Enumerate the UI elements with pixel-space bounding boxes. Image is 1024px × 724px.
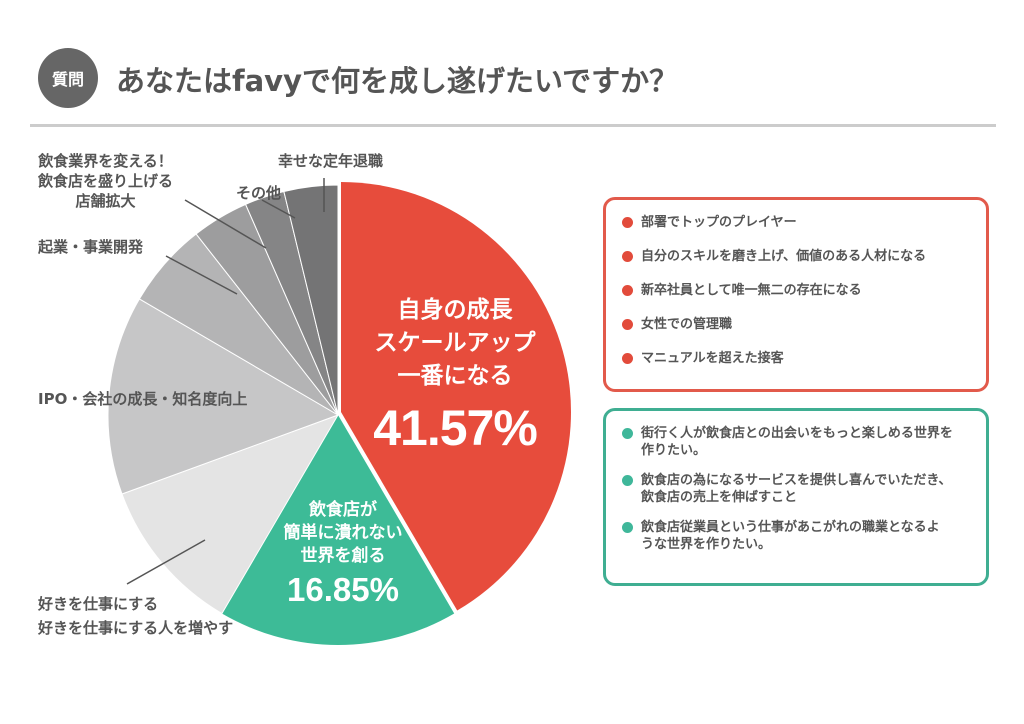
- list-item-text: 新卒社員として唯一無二の存在になる: [641, 283, 862, 298]
- green-slice-label-line-3: 世界を創る: [300, 546, 386, 566]
- leader-line-other: [261, 199, 296, 219]
- label-love-work-line-1: 好きを仕事にする: [38, 595, 159, 613]
- red-slice-percent: 41.57%: [373, 400, 538, 456]
- list-item-line-2: うな世界を作りたい。: [641, 537, 772, 552]
- label-startup: 起業・事業開発: [38, 238, 144, 256]
- green-slice-label-line-2: 簡単に潰れない: [283, 523, 403, 543]
- list-item-text: 自分のスキルを磨き上げ、価値のある人材になる: [641, 249, 927, 264]
- list-item-line-2: 飲食店の売上を伸ばすこと: [641, 490, 798, 505]
- label-change-industry: 飲食業界を変える！ 飲食店を盛り上げる 店舗拡大: [38, 151, 173, 211]
- list-item: 女性での管理職: [622, 316, 970, 333]
- label-change-industry-line-1: 飲食業界を変える！: [38, 152, 173, 170]
- red-answers-box: 部署でトップのプレイヤー 自分のスキルを磨き上げ、価値のある人材になる 新卒社員…: [603, 197, 989, 392]
- red-slice-label-line-2: スケールアップ: [374, 330, 536, 356]
- list-item-text: 飲食店従業員という仕事があこがれの職業となるよ うな世界を作りたい。: [641, 519, 940, 553]
- green-slice-percent: 16.85%: [287, 571, 399, 608]
- pie-slice-2: [221, 415, 455, 645]
- leader-line-startup: [165, 255, 238, 295]
- label-love-work: 好きを仕事にする 好きを仕事にする人を増やす: [38, 592, 233, 640]
- red-slice-label-line-3: 一番になる: [397, 363, 513, 389]
- list-item-text: 部署でトップのプレイヤー: [641, 215, 797, 230]
- pie-slice-4: [107, 298, 340, 495]
- bullet-dot-icon: [622, 522, 633, 533]
- list-item: 街行く人が飲食店との出会いをもっと楽しめる世界を 作りたい。: [622, 425, 970, 459]
- bullet-dot-icon: [622, 251, 633, 262]
- red-slice-label: 自身の成長 スケールアップ 一番になる 41.57%: [360, 294, 550, 463]
- bullet-dot-icon: [622, 285, 633, 296]
- title-divider: [30, 124, 996, 127]
- label-happy-retire: 幸せな定年退職: [278, 152, 384, 170]
- pie-slice-3: [121, 414, 340, 615]
- list-item: 飲食店の為になるサービスを提供し喜んでいただき、 飲食店の売上を伸ばすこと: [622, 472, 970, 506]
- list-item: 飲食店従業員という仕事があこがれの職業となるよ うな世界を作りたい。: [622, 519, 970, 553]
- list-item: マニュアルを超えた接客: [622, 350, 970, 367]
- list-item: 自分のスキルを磨き上げ、価値のある人材になる: [622, 248, 970, 265]
- label-change-industry-line-3: 店舗拡大: [75, 192, 136, 210]
- green-slice-label-line-1: 飲食店が: [309, 500, 377, 520]
- green-answers-box: 街行く人が飲食店との出会いをもっと楽しめる世界を 作りたい。 飲食店の為になるサー…: [603, 408, 989, 586]
- label-other: その他: [236, 184, 282, 202]
- list-item-text: マニュアルを超えた接客: [641, 351, 784, 366]
- red-slice-label-line-1: 自身の成長: [397, 297, 513, 323]
- list-item-line-2: 作りたい。: [641, 443, 707, 458]
- pie-slice-1: [341, 182, 571, 611]
- pie-slice-8: [283, 184, 339, 416]
- page-title: あなたはfavyで何を成し遂げたいですか？: [116, 64, 679, 98]
- list-item-text: 飲食店の為になるサービスを提供し喜んでいただき、 飲食店の売上を伸ばすこと: [641, 472, 951, 506]
- list-item-text: 街行く人が飲食店との出会いをもっと楽しめる世界を 作りたい。: [641, 425, 953, 459]
- leader-line-change-industry: [184, 199, 267, 249]
- label-change-industry-line-2: 飲食店を盛り上げる: [38, 172, 174, 190]
- bullet-dot-icon: [622, 428, 633, 439]
- bullet-dot-icon: [622, 217, 633, 228]
- green-slice-label: 飲食店が 簡単に潰れない 世界を創る 16.85%: [263, 499, 423, 612]
- label-ipo: IPO・会社の成長・知名度向上: [38, 390, 248, 408]
- bullet-dot-icon: [622, 319, 633, 330]
- list-item-line-1: 飲食店の為になるサービスを提供し喜んでいただき、: [641, 473, 952, 488]
- bullet-dot-icon: [622, 353, 633, 364]
- list-item-line-1: 飲食店従業員という仕事があこがれの職業となるよ: [641, 520, 940, 535]
- list-item: 新卒社員として唯一無二の存在になる: [622, 282, 970, 299]
- list-item-line-1: 街行く人が飲食店との出会いをもっと楽しめる世界を: [641, 426, 953, 441]
- list-item: 部署でトップのプレイヤー: [622, 214, 970, 231]
- leader-line-love-work: [126, 539, 206, 585]
- question-badge: 質問: [38, 48, 98, 108]
- label-love-work-line-2: 好きを仕事にする人を増やす: [38, 619, 234, 637]
- bullet-dot-icon: [622, 475, 633, 486]
- list-item-text: 女性での管理職: [641, 317, 733, 332]
